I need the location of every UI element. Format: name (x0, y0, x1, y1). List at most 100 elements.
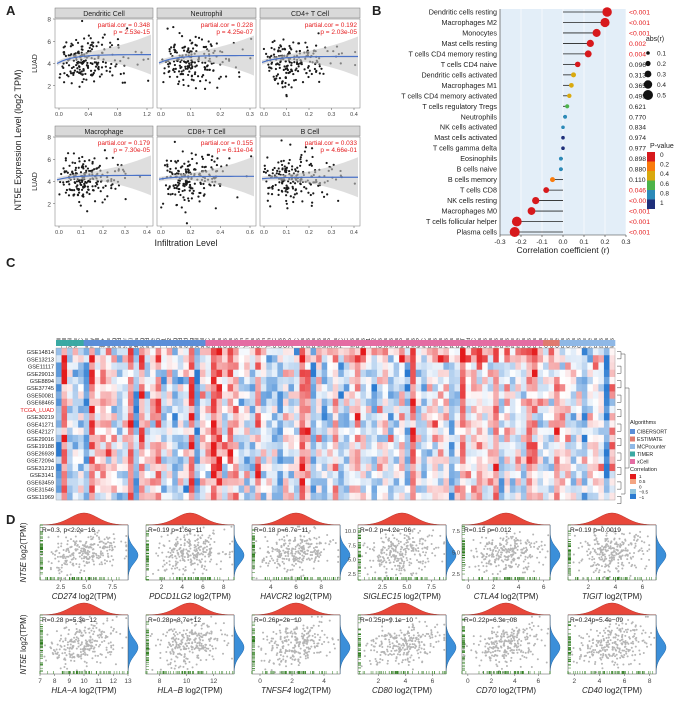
heatmap-cell (56, 420, 62, 428)
heatmap-cell (139, 405, 145, 414)
correlation-legend-title: Correlation (630, 467, 657, 473)
heatmap-cell (210, 420, 217, 428)
heatmap-cell (349, 420, 356, 428)
scatter-point (75, 180, 79, 183)
heatmap-cell (515, 471, 522, 479)
heatmap-cell (609, 384, 616, 392)
scatter-point (332, 163, 335, 166)
heatmap-cell (227, 434, 234, 443)
heatmap-cell (349, 456, 356, 465)
heatmap-cell (282, 405, 289, 414)
heatmap-cell (382, 369, 389, 378)
heatmap-cell (437, 391, 444, 399)
heatmap-cell (83, 369, 90, 378)
scatter-point (178, 555, 181, 558)
heatmap-cell (271, 348, 278, 356)
heatmap-cell (587, 362, 594, 371)
scatter-point (176, 75, 179, 78)
heatmap-cell (504, 449, 511, 457)
scatter-point (164, 569, 167, 572)
heatmap-cell (310, 471, 317, 479)
heatmap-cell (100, 478, 107, 486)
heatmap-cell (260, 471, 267, 479)
scatter-point (300, 561, 303, 564)
heatmap-cell (199, 391, 206, 399)
heatmap-cell (537, 398, 544, 407)
heatmap-cell (144, 376, 151, 385)
scatter-point (180, 544, 183, 547)
scatter-point (182, 567, 185, 570)
scatter-point (93, 157, 96, 160)
heatmap-cell (343, 376, 350, 385)
y-tick-label: 2 (47, 201, 51, 208)
heatmap-cell (188, 456, 195, 465)
heatmap-cell (194, 471, 201, 479)
scatter-point (299, 164, 302, 167)
heatmap-cell (199, 348, 206, 356)
heatmap-cell (100, 355, 107, 363)
heatmap-cell (338, 369, 345, 378)
heatmap-cell (271, 471, 278, 479)
cell-type-label: Dendritic cells activated (421, 70, 497, 79)
heatmap-cell (338, 376, 345, 385)
heatmap-cell (299, 391, 306, 399)
heatmap-cell (332, 485, 339, 494)
scatter-point (193, 168, 196, 171)
heatmap-cell (244, 413, 251, 421)
heatmap-cell (526, 398, 533, 407)
heatmap-cell (255, 362, 262, 371)
dendrogram-branch (617, 380, 622, 389)
heatmap-cell (72, 449, 79, 457)
heatmap-cell (293, 463, 300, 472)
scatter-point (191, 41, 194, 44)
algorithm-bar-cell (255, 340, 262, 346)
heatmap-cell (471, 369, 477, 378)
heatmap-cell (172, 449, 179, 457)
heatmap-cell (271, 485, 278, 494)
scatter-point (77, 51, 80, 54)
heatmap-cell (67, 384, 73, 392)
heatmap-cell (161, 362, 167, 371)
scatter-point (183, 569, 186, 572)
scatter-point (67, 194, 71, 197)
heatmap-cell (244, 362, 251, 371)
scatter-point (62, 553, 65, 556)
heatmap-cell (448, 463, 455, 472)
heatmap-cell (166, 449, 173, 457)
heatmap-cell (78, 420, 84, 428)
heatmap-cell (210, 362, 217, 371)
heatmap-cell (127, 478, 134, 486)
heatmap-cell (260, 405, 267, 414)
heatmap-cell (476, 405, 483, 414)
heatmap-cell (188, 376, 195, 385)
heatmap-cell (526, 376, 533, 385)
heatmap-cell (603, 355, 610, 363)
heatmap-cell (432, 485, 439, 494)
heatmap-cell (293, 471, 300, 479)
heatmap-cell (227, 376, 234, 385)
heatmap-cell (332, 369, 339, 378)
scatter-point (58, 572, 61, 575)
heatmap-cell (471, 427, 477, 436)
heatmap-cell (199, 449, 206, 457)
heatmap-cell (482, 420, 489, 428)
scatter-point (78, 566, 81, 569)
panel-label-a: A (6, 3, 16, 18)
x-tick-label: 0.1 (579, 239, 588, 246)
heatmap-cell (127, 362, 134, 371)
scatter-point (289, 569, 292, 572)
scatter-point (180, 65, 183, 69)
heatmap-cell (410, 427, 417, 436)
x-axis-title: HAVCR2 log2(TPM) (260, 592, 332, 601)
scatter-point (72, 71, 76, 74)
heatmap-cell (493, 369, 500, 378)
heatmap-cell (349, 413, 356, 421)
heatmap-cell (277, 405, 284, 414)
scatter-point (112, 558, 115, 561)
heatmap-cell (72, 376, 79, 385)
heatmap-cell (321, 355, 328, 363)
algorithm-legend-swatch (630, 436, 635, 442)
heatmap-cell (277, 442, 284, 450)
heatmap-cell (133, 369, 140, 378)
heatmap-cell (404, 442, 411, 450)
